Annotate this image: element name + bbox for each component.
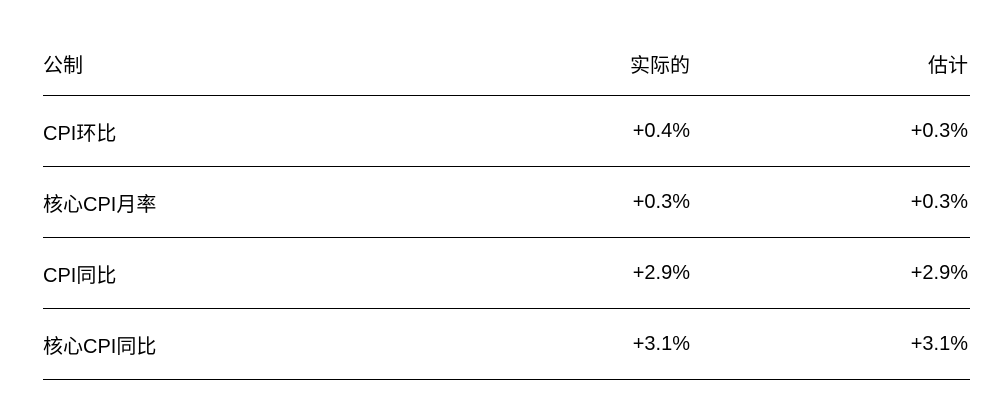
metric-cell: CPI同比 xyxy=(43,264,117,287)
actual-cell: +0.4% xyxy=(632,119,690,142)
header-estimate: 估计 xyxy=(928,54,968,77)
estimate-cell: +2.9% xyxy=(910,261,968,284)
metric-cell: 核心CPI同比 xyxy=(43,335,157,358)
metric-cell: CPI环比 xyxy=(43,122,117,145)
actual-cell: +0.3% xyxy=(632,190,690,213)
actual-cell: +2.9% xyxy=(632,261,690,284)
header-actual: 实际的 xyxy=(630,54,690,77)
actual-cell: +3.1% xyxy=(632,332,690,355)
estimate-cell: +0.3% xyxy=(910,119,968,142)
table-header-row: 公制 实际的 估计 xyxy=(43,25,970,96)
estimate-cell: +0.3% xyxy=(910,190,968,213)
table-row: 核心CPI同比 +3.1% +3.1% xyxy=(43,309,970,380)
table-row: CPI环比 +0.4% +0.3% xyxy=(43,96,970,167)
cpi-table: 公制 实际的 估计 CPI环比 +0.4% +0.3% 核心CPI月率 +0.3… xyxy=(43,25,970,380)
table-row: 核心CPI月率 +0.3% +0.3% xyxy=(43,167,970,238)
table-row: CPI同比 +2.9% +2.9% xyxy=(43,238,970,309)
metric-cell: 核心CPI月率 xyxy=(43,193,157,216)
estimate-cell: +3.1% xyxy=(910,332,968,355)
header-metric: 公制 xyxy=(43,54,83,77)
